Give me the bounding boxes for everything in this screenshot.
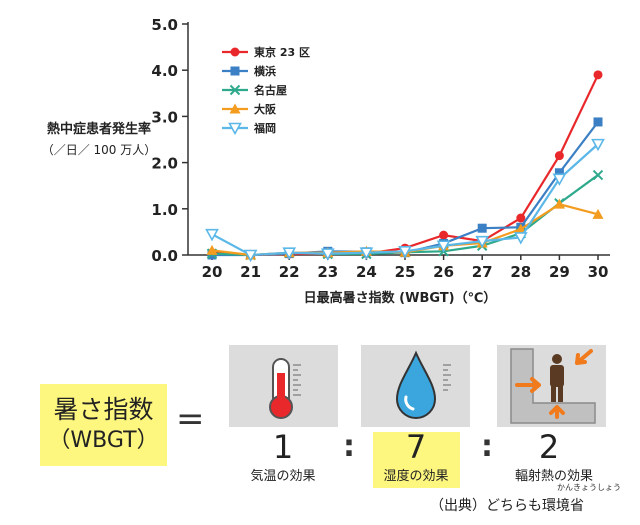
- legend-item: 横浜: [222, 64, 276, 78]
- x-tick-label: 24: [356, 263, 377, 281]
- data-point: [205, 228, 219, 242]
- data-point: [243, 249, 258, 263]
- legend-item: 大阪: [222, 102, 277, 116]
- data-point: [230, 66, 240, 76]
- y-tick-label: 4.0: [151, 62, 178, 80]
- wbgt-label-box: 暑さ指数 （WBGT）: [40, 384, 167, 466]
- x-tick-label: 20: [202, 263, 223, 281]
- radiant-effect-label: 輻射熱の効果: [514, 469, 593, 484]
- y-axis-label: 熱中症患者発生率 （／日／ 100 万人）: [14, 120, 184, 160]
- data-point: [593, 70, 603, 80]
- temperature-effect-label: 気温の効果: [250, 469, 316, 484]
- radiant-heat-card: [497, 345, 606, 427]
- data-point: [477, 223, 487, 233]
- data-point: [475, 235, 490, 249]
- data-point: [591, 138, 605, 152]
- x-tick-label: 21: [240, 263, 261, 281]
- data-point: [398, 246, 412, 259]
- chart-ticks: 0.0 1.0 2.0 3.0 4.0 5.0 20 21 22 23 24 25 26 27 28 29 30: [151, 16, 608, 281]
- x-tick-label: 30: [588, 263, 609, 281]
- radiant-ratio: 2: [538, 428, 560, 466]
- data-point: [439, 230, 449, 240]
- y-tick-label: 1.0: [151, 201, 178, 219]
- data-point: [229, 84, 241, 96]
- series-1: [207, 70, 603, 260]
- legend-label: 名古屋: [254, 83, 287, 97]
- data-point: [228, 122, 242, 136]
- radiant-heat-icon: [510, 348, 596, 424]
- data-point: [206, 244, 218, 255]
- data-point: [592, 208, 604, 219]
- line-chart: 0.0 1.0 2.0 3.0 4.0 5.0 20 21 22 23 24 25 26 27 28 29 30…: [151, 16, 610, 281]
- x-tick-label: 23: [317, 263, 338, 281]
- x-tick-label: 25: [395, 263, 416, 281]
- data-point: [515, 223, 527, 234]
- x-tick-label: 22: [279, 263, 300, 281]
- data-point: [513, 232, 528, 245]
- chart-series: [205, 70, 605, 263]
- chart-axes: [187, 22, 610, 256]
- y-tick-label: 5.0: [151, 16, 178, 34]
- data-point: [282, 247, 297, 260]
- data-point: [553, 198, 565, 209]
- y-tick-label: 3.0: [151, 108, 178, 126]
- equals-sign: =: [176, 399, 205, 439]
- ratio-colon-2: :: [481, 429, 493, 464]
- x-tick-label: 29: [549, 263, 570, 281]
- x-tick-label: 26: [433, 263, 454, 281]
- source-note: （出典）どちらも環境省: [430, 498, 584, 514]
- data-point: [516, 213, 526, 223]
- data-point: [229, 103, 241, 114]
- humidity-effect-label: 湿度の効果: [383, 469, 449, 484]
- water-drop-card: [361, 345, 470, 427]
- water-drop-icon: [395, 350, 451, 419]
- legend-label: 東京 23 区: [254, 45, 310, 59]
- legend-label: 大阪: [254, 102, 277, 116]
- wbgt-title: 暑さ指数: [53, 395, 154, 424]
- series-5: [205, 138, 605, 263]
- thermometer-icon: [269, 358, 301, 419]
- data-point: [552, 173, 567, 186]
- legend-item: 名古屋: [222, 83, 287, 97]
- y-axis-unit: （／日／ 100 万人）: [41, 143, 157, 157]
- data-point: [554, 168, 564, 178]
- y-axis-title: 熱中症患者発生率: [46, 122, 151, 137]
- y-tick-label: 0.0: [151, 247, 178, 265]
- wbgt-abbrev: （WBGT）: [48, 428, 159, 453]
- y-tick-label: 2.0: [151, 155, 178, 173]
- data-point: [436, 240, 451, 253]
- legend-item: 福岡: [222, 121, 276, 136]
- x-tick-label: 27: [472, 263, 493, 281]
- source-ruby: かんきょうしょう: [557, 483, 621, 492]
- data-point: [320, 248, 335, 261]
- data-point: [554, 151, 564, 161]
- ratio-colon-1: :: [343, 429, 355, 464]
- x-axis-label: 日最高暑さ指数 (WBGT)（℃）: [303, 291, 497, 306]
- thermometer-card: [229, 345, 338, 427]
- data-point: [593, 117, 603, 127]
- humidity-highlight: [373, 432, 460, 488]
- series-2: [207, 117, 603, 260]
- series-line: [211, 74, 599, 257]
- legend-label: 横浜: [254, 64, 276, 78]
- data-point: [592, 169, 604, 181]
- data-point: [230, 47, 240, 57]
- legend-label: 福岡: [253, 121, 276, 135]
- data-point: [359, 247, 374, 260]
- humidity-ratio: 7: [405, 428, 427, 466]
- temperature-ratio: 1: [272, 428, 294, 466]
- x-tick-label: 28: [510, 263, 531, 281]
- legend-item: 東京 23 区: [222, 45, 310, 59]
